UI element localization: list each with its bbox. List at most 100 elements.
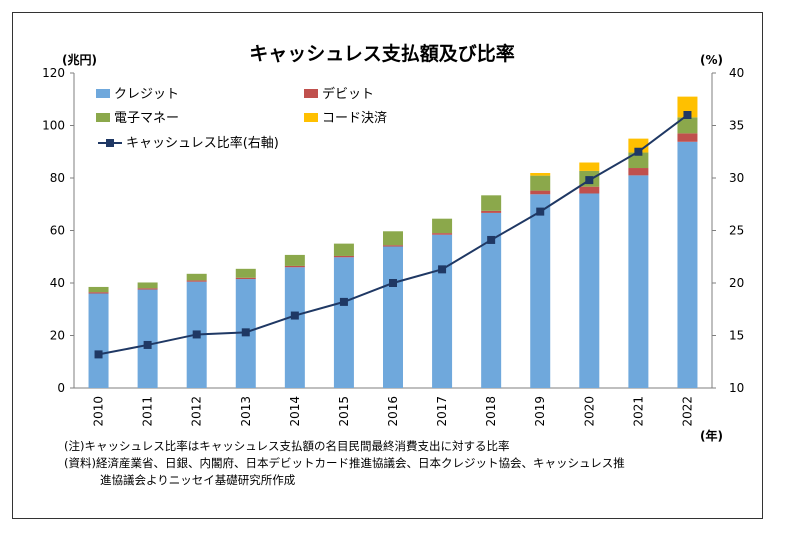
y-left-unit: (兆円) [62, 52, 97, 67]
bar-segment [383, 245, 403, 247]
note-line: 進協議会よりニッセイ基礎研究所作成 [100, 473, 296, 487]
bar-segment [579, 186, 600, 194]
bar-segment [137, 288, 158, 290]
bar-segment [481, 195, 502, 211]
ratio-marker [94, 350, 103, 359]
bar-segment [88, 293, 109, 388]
legend-label: デビット [322, 86, 374, 102]
bar-segment [481, 210, 502, 213]
note-line: (資料)経済産業省、日銀、内閣府、日本デビットカード推進協議会、日本クレジット協… [64, 456, 625, 470]
x-tick-label: 2017 [435, 396, 449, 427]
bar-segment [579, 193, 600, 388]
y-right-tick-label: 30 [729, 171, 744, 185]
legend-label: クレジット [114, 87, 179, 102]
legend-swatch [96, 113, 110, 122]
bar-segment [333, 255, 354, 258]
bar-segment [88, 286, 109, 293]
note-line: (注)キャッシュレス比率はキャッシュレス支払額の名目民間最終消費支出に対する比率 [64, 439, 510, 453]
bar-segment [186, 280, 207, 282]
bar-segment [333, 243, 354, 256]
y-right-tick-label: 35 [729, 119, 744, 133]
bar-segment [137, 289, 158, 388]
chart-title: キャッシュレス支払額及び比率 [249, 42, 515, 65]
ratio-marker [634, 147, 643, 156]
legend-label: コード決済 [322, 110, 387, 126]
x-tick-label: 2022 [680, 396, 694, 427]
ratio-marker [438, 265, 447, 274]
bar-segment [481, 212, 502, 388]
ratio-marker [290, 311, 299, 320]
ratio-marker [487, 235, 496, 244]
notes: (注)キャッシュレス比率はキャッシュレス支払額の名目民間最終消費支出に対する比率… [64, 438, 625, 489]
bar-segment [137, 282, 158, 289]
bar-segment [432, 218, 453, 234]
ratio-marker [389, 279, 397, 287]
bar-segment [88, 292, 109, 294]
chart-frame [12, 12, 763, 519]
ratio-marker [241, 328, 250, 337]
legend-line-marker [106, 139, 114, 147]
x-tick-label: 2012 [190, 396, 204, 427]
bar-segment [235, 268, 256, 278]
y-left-tick-label: 100 [42, 119, 65, 133]
y-right-tick-label: 20 [729, 276, 744, 290]
y-left-tick-label: 60 [50, 224, 65, 238]
bar-segment [284, 267, 305, 388]
ratio-marker [585, 176, 594, 185]
y-right-tick-label: 25 [729, 224, 744, 238]
x-tick-label: 2011 [141, 396, 155, 427]
bar-segment [628, 152, 649, 169]
y-right-tick-label: 15 [729, 329, 744, 343]
bar-segment [530, 173, 551, 176]
bar-segment [432, 233, 453, 235]
bar-segment [383, 246, 403, 388]
bar-segment [530, 175, 551, 191]
ratio-marker [192, 330, 201, 339]
y-left-tick-label: 120 [42, 66, 65, 80]
x-tick-label: 2015 [337, 396, 351, 427]
bar-segment [530, 190, 551, 195]
bar-segment [383, 231, 403, 246]
legend-swatch [304, 89, 318, 98]
x-tick-label: 2013 [239, 396, 253, 427]
bar-segment [235, 277, 256, 280]
bar-segment [628, 175, 649, 388]
y-right-unit: (%) [700, 53, 723, 67]
bar-segment [677, 117, 698, 134]
y-left-tick-label: 0 [57, 381, 65, 395]
y-left-tick-label: 80 [50, 171, 65, 185]
x-tick-label: 2020 [582, 396, 596, 427]
y-right-tick-label: 10 [729, 381, 744, 395]
x-unit: (年) [700, 428, 723, 443]
x-tick-label: 2010 [92, 396, 106, 427]
y-right-tick-label: 40 [729, 66, 744, 80]
x-tick-label: 2014 [288, 396, 302, 427]
legend-label: キャッシュレス比率(右軸) [126, 135, 279, 151]
bar-segment [677, 96, 698, 118]
bar-segment [284, 254, 305, 266]
bar-segment [186, 273, 207, 281]
x-tick-label: 2016 [386, 396, 400, 427]
x-tick-label: 2021 [631, 396, 645, 427]
bar-segment [579, 162, 600, 171]
ratio-marker [339, 297, 348, 306]
bar-segment [677, 141, 698, 388]
x-tick-label: 2019 [533, 396, 547, 427]
ratio-marker [683, 111, 692, 119]
y-left-tick-label: 20 [50, 329, 65, 343]
ratio-marker [143, 340, 152, 349]
bar-segment [284, 265, 305, 268]
legend-label: 電子マネー [114, 111, 179, 126]
bar-segment [677, 133, 698, 142]
legend-swatch [304, 113, 318, 122]
bar-segment [333, 257, 354, 388]
y-left-tick-label: 40 [50, 276, 65, 290]
bar-segment [530, 194, 551, 388]
bar-segment [628, 168, 649, 176]
plot-area: 0 20 40 60 80 100 120 10 15 20 25 30 35 40 2010 2011 201… [42, 66, 744, 427]
legend-swatch [96, 89, 110, 98]
bar-segment [432, 234, 453, 388]
ratio-marker [536, 207, 545, 216]
